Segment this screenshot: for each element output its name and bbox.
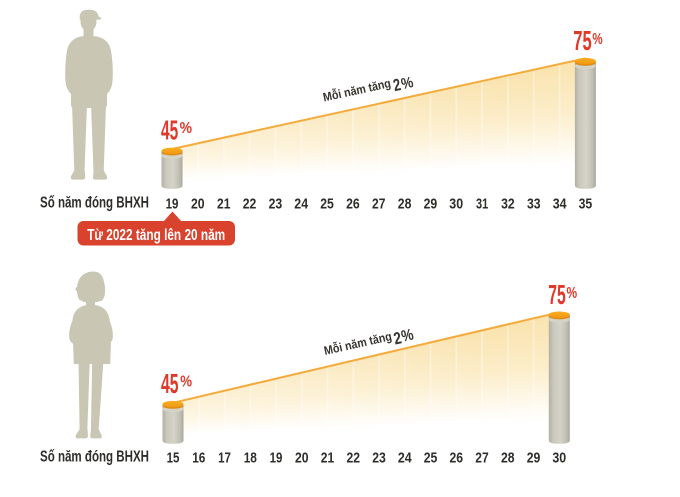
svg-text:2: 2 [391, 75, 402, 95]
svg-text:%: % [180, 120, 192, 137]
svg-text:%: % [400, 326, 415, 345]
svg-text:%: % [180, 373, 192, 390]
svg-text:Số năm đóng BHXH: Số năm đóng BHXH [40, 195, 149, 212]
svg-text:%: % [400, 74, 415, 93]
svg-text:32: 32 [501, 196, 515, 212]
svg-text:%: % [592, 31, 602, 48]
svg-text:29: 29 [424, 196, 438, 212]
svg-text:21: 21 [321, 450, 334, 466]
svg-text:75: 75 [573, 25, 591, 56]
svg-text:15: 15 [167, 450, 180, 466]
svg-text:22: 22 [243, 196, 257, 212]
svg-text:20: 20 [295, 450, 309, 466]
svg-text:22: 22 [347, 450, 361, 466]
svg-text:30: 30 [449, 196, 463, 212]
svg-text:29: 29 [527, 450, 541, 466]
svg-text:34: 34 [553, 196, 568, 212]
svg-text:18: 18 [244, 450, 257, 466]
svg-text:20: 20 [191, 196, 205, 212]
svg-text:19: 19 [166, 196, 179, 212]
svg-text:23: 23 [372, 450, 386, 466]
svg-text:2: 2 [392, 328, 403, 348]
svg-text:25: 25 [424, 450, 438, 466]
svg-text:27: 27 [475, 450, 488, 466]
svg-text:Mỗi năm tăng: Mỗi năm tăng [321, 75, 392, 104]
svg-text:Từ 2022 tăng lên 20 năm: Từ 2022 tăng lên 20 năm [87, 227, 225, 244]
svg-text:75: 75 [548, 279, 566, 310]
svg-text:45: 45 [161, 368, 179, 399]
svg-text:31: 31 [476, 196, 488, 212]
svg-text:24: 24 [398, 450, 413, 466]
svg-text:35: 35 [579, 196, 593, 212]
svg-text:19: 19 [270, 450, 283, 466]
svg-text:26: 26 [450, 450, 464, 466]
svg-text:27: 27 [372, 196, 385, 212]
svg-text:Số năm đóng BHXH: Số năm đóng BHXH [40, 449, 149, 466]
svg-text:16: 16 [192, 450, 205, 466]
svg-text:21: 21 [217, 196, 230, 212]
svg-text:28: 28 [501, 450, 515, 466]
svg-text:23: 23 [269, 196, 283, 212]
svg-text:30: 30 [552, 450, 566, 466]
svg-text:26: 26 [346, 196, 360, 212]
svg-text:17: 17 [218, 450, 231, 466]
svg-text:45: 45 [161, 114, 178, 145]
svg-text:%: % [567, 285, 578, 302]
svg-text:28: 28 [398, 196, 412, 212]
svg-text:24: 24 [294, 196, 309, 212]
svg-text:25: 25 [320, 196, 334, 212]
svg-text:33: 33 [527, 196, 541, 212]
